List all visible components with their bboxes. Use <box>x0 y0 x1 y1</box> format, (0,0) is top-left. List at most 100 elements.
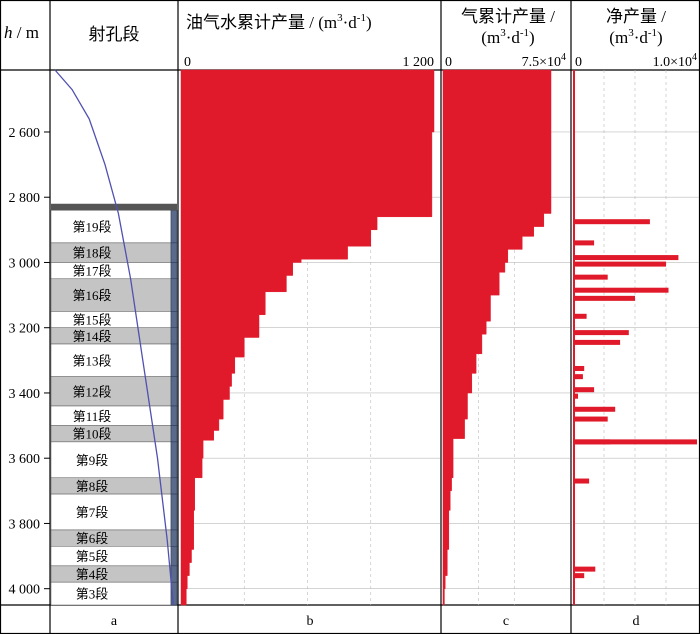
net-production-bar <box>573 416 608 422</box>
net-production-bars <box>573 70 697 605</box>
depth-tick-label: 3 400 <box>9 387 41 402</box>
net-production-bar <box>573 374 583 380</box>
segment-label: 第4段 <box>76 567 109 582</box>
segment-band <box>50 376 172 407</box>
net-production-bar <box>573 573 585 579</box>
depth-tick-label: 3 000 <box>9 256 41 271</box>
segment-band <box>50 529 172 547</box>
net-production-bar <box>573 339 621 345</box>
well-trajectory <box>54 69 174 606</box>
gas-cumulative-fill <box>442 69 552 606</box>
segment-band <box>50 210 172 244</box>
net-production-bar <box>573 313 587 319</box>
column-d-axis-min: 0 <box>575 55 582 70</box>
column-c-axis-min: 0 <box>445 55 452 70</box>
net-production-bar <box>573 261 666 267</box>
segment-label: 第7段 <box>76 505 109 520</box>
depth-tick-label: 3 200 <box>9 322 41 337</box>
column-b-axis-max: 1 200 <box>403 55 435 70</box>
segment-label: 第17段 <box>72 264 111 279</box>
column-d-header-line1: 净产量 / <box>606 7 666 26</box>
net-production-bar <box>573 439 611 445</box>
net-production-bar <box>573 287 669 293</box>
net-production-bar <box>573 219 650 225</box>
net-production-bar <box>573 478 590 484</box>
column-d-letter: d <box>633 614 640 629</box>
column-b-letter: b <box>307 614 314 629</box>
net-production-bar <box>573 387 595 393</box>
net-production-bar <box>573 439 697 445</box>
perforation-marker <box>170 278 178 312</box>
perforation-marker <box>170 242 178 263</box>
net-production-bar <box>573 393 578 399</box>
column-a-header: 射孔段 <box>89 25 140 44</box>
segment-label: 第10段 <box>72 427 111 442</box>
net-production-bar <box>573 406 616 412</box>
perforation-marker <box>170 529 178 547</box>
segment-label: 第15段 <box>72 313 111 328</box>
depth-axis-label: h / m <box>4 23 39 42</box>
segment-band <box>50 546 172 567</box>
segment-label: 第13段 <box>72 353 111 368</box>
segment-label: 第18段 <box>72 246 111 261</box>
segment-label: 第9段 <box>76 453 109 468</box>
perforation-marker <box>170 405 178 426</box>
segment-label: 第8段 <box>76 479 109 494</box>
depth-tick-label: 2 600 <box>9 126 41 141</box>
segment-band <box>50 477 172 495</box>
segment-band <box>50 278 172 312</box>
perforation-marker <box>170 376 178 407</box>
net-production-bar <box>573 240 595 246</box>
perforation-marker <box>170 343 178 377</box>
perforation-marker <box>170 210 178 244</box>
depth-axis: 2 600 2 800 3 000 3 200 3 400 3 600 3 800 4 000 <box>9 126 50 598</box>
perforation-marker <box>170 425 178 443</box>
segment-label: 第12段 <box>72 384 111 399</box>
perforation-marker <box>170 311 178 328</box>
net-production-bar <box>573 274 608 280</box>
net-production-bar <box>573 295 635 301</box>
perforation-marker <box>170 565 178 583</box>
column-b-axis-min: 0 <box>184 55 191 70</box>
column-a-letter: a <box>111 614 118 629</box>
depth-tick-label: 3 600 <box>9 452 41 467</box>
perforation-marker <box>170 477 178 495</box>
column-d-axis-max: 1.0×104 <box>653 52 697 70</box>
column-c-letter: c <box>503 614 509 629</box>
net-production-bar <box>573 365 585 371</box>
net-production-bar <box>573 255 679 261</box>
depth-tick-label: 4 000 <box>9 583 41 598</box>
trajectory-line <box>54 69 174 606</box>
perforation-marker <box>170 493 178 531</box>
depth-tick-label: 2 800 <box>9 191 41 206</box>
segment-label: 第3段 <box>76 587 109 602</box>
segment-band <box>50 343 172 377</box>
column-d-header-line2: (m3·d-1) <box>609 27 662 47</box>
gas-cumulative-area <box>442 69 552 606</box>
column-c-header-line1: 气累计产量 / <box>461 7 555 26</box>
column-c-header-line2: (m3·d-1) <box>481 27 534 47</box>
perforation-marker <box>170 441 178 479</box>
net-production-bar <box>573 330 629 336</box>
perforation-marker <box>170 327 178 345</box>
perforation-marker <box>170 581 178 606</box>
segment-label: 第19段 <box>72 220 111 235</box>
cumulative-production-area <box>180 69 435 606</box>
segment-band <box>50 581 172 606</box>
segment-label: 第5段 <box>76 549 109 564</box>
segment-label: 第11段 <box>73 409 112 424</box>
net-production-bar <box>573 566 596 572</box>
segment-band <box>50 441 172 479</box>
perforation-marker <box>170 546 178 567</box>
segment-band <box>50 493 172 531</box>
segment-label: 第16段 <box>72 288 111 303</box>
column-c-axis-max: 7.5×104 <box>522 52 566 70</box>
segment-label: 第14段 <box>72 329 111 344</box>
segment-band <box>50 565 172 583</box>
oil-gas-water-cumulative-area <box>180 69 435 606</box>
depth-tick-label: 3 800 <box>9 517 41 532</box>
column-b-header: 油气水累计产量 / (m3·d-1) <box>186 12 372 32</box>
segment-top-cap <box>51 203 177 211</box>
segment-label: 第6段 <box>76 531 109 546</box>
